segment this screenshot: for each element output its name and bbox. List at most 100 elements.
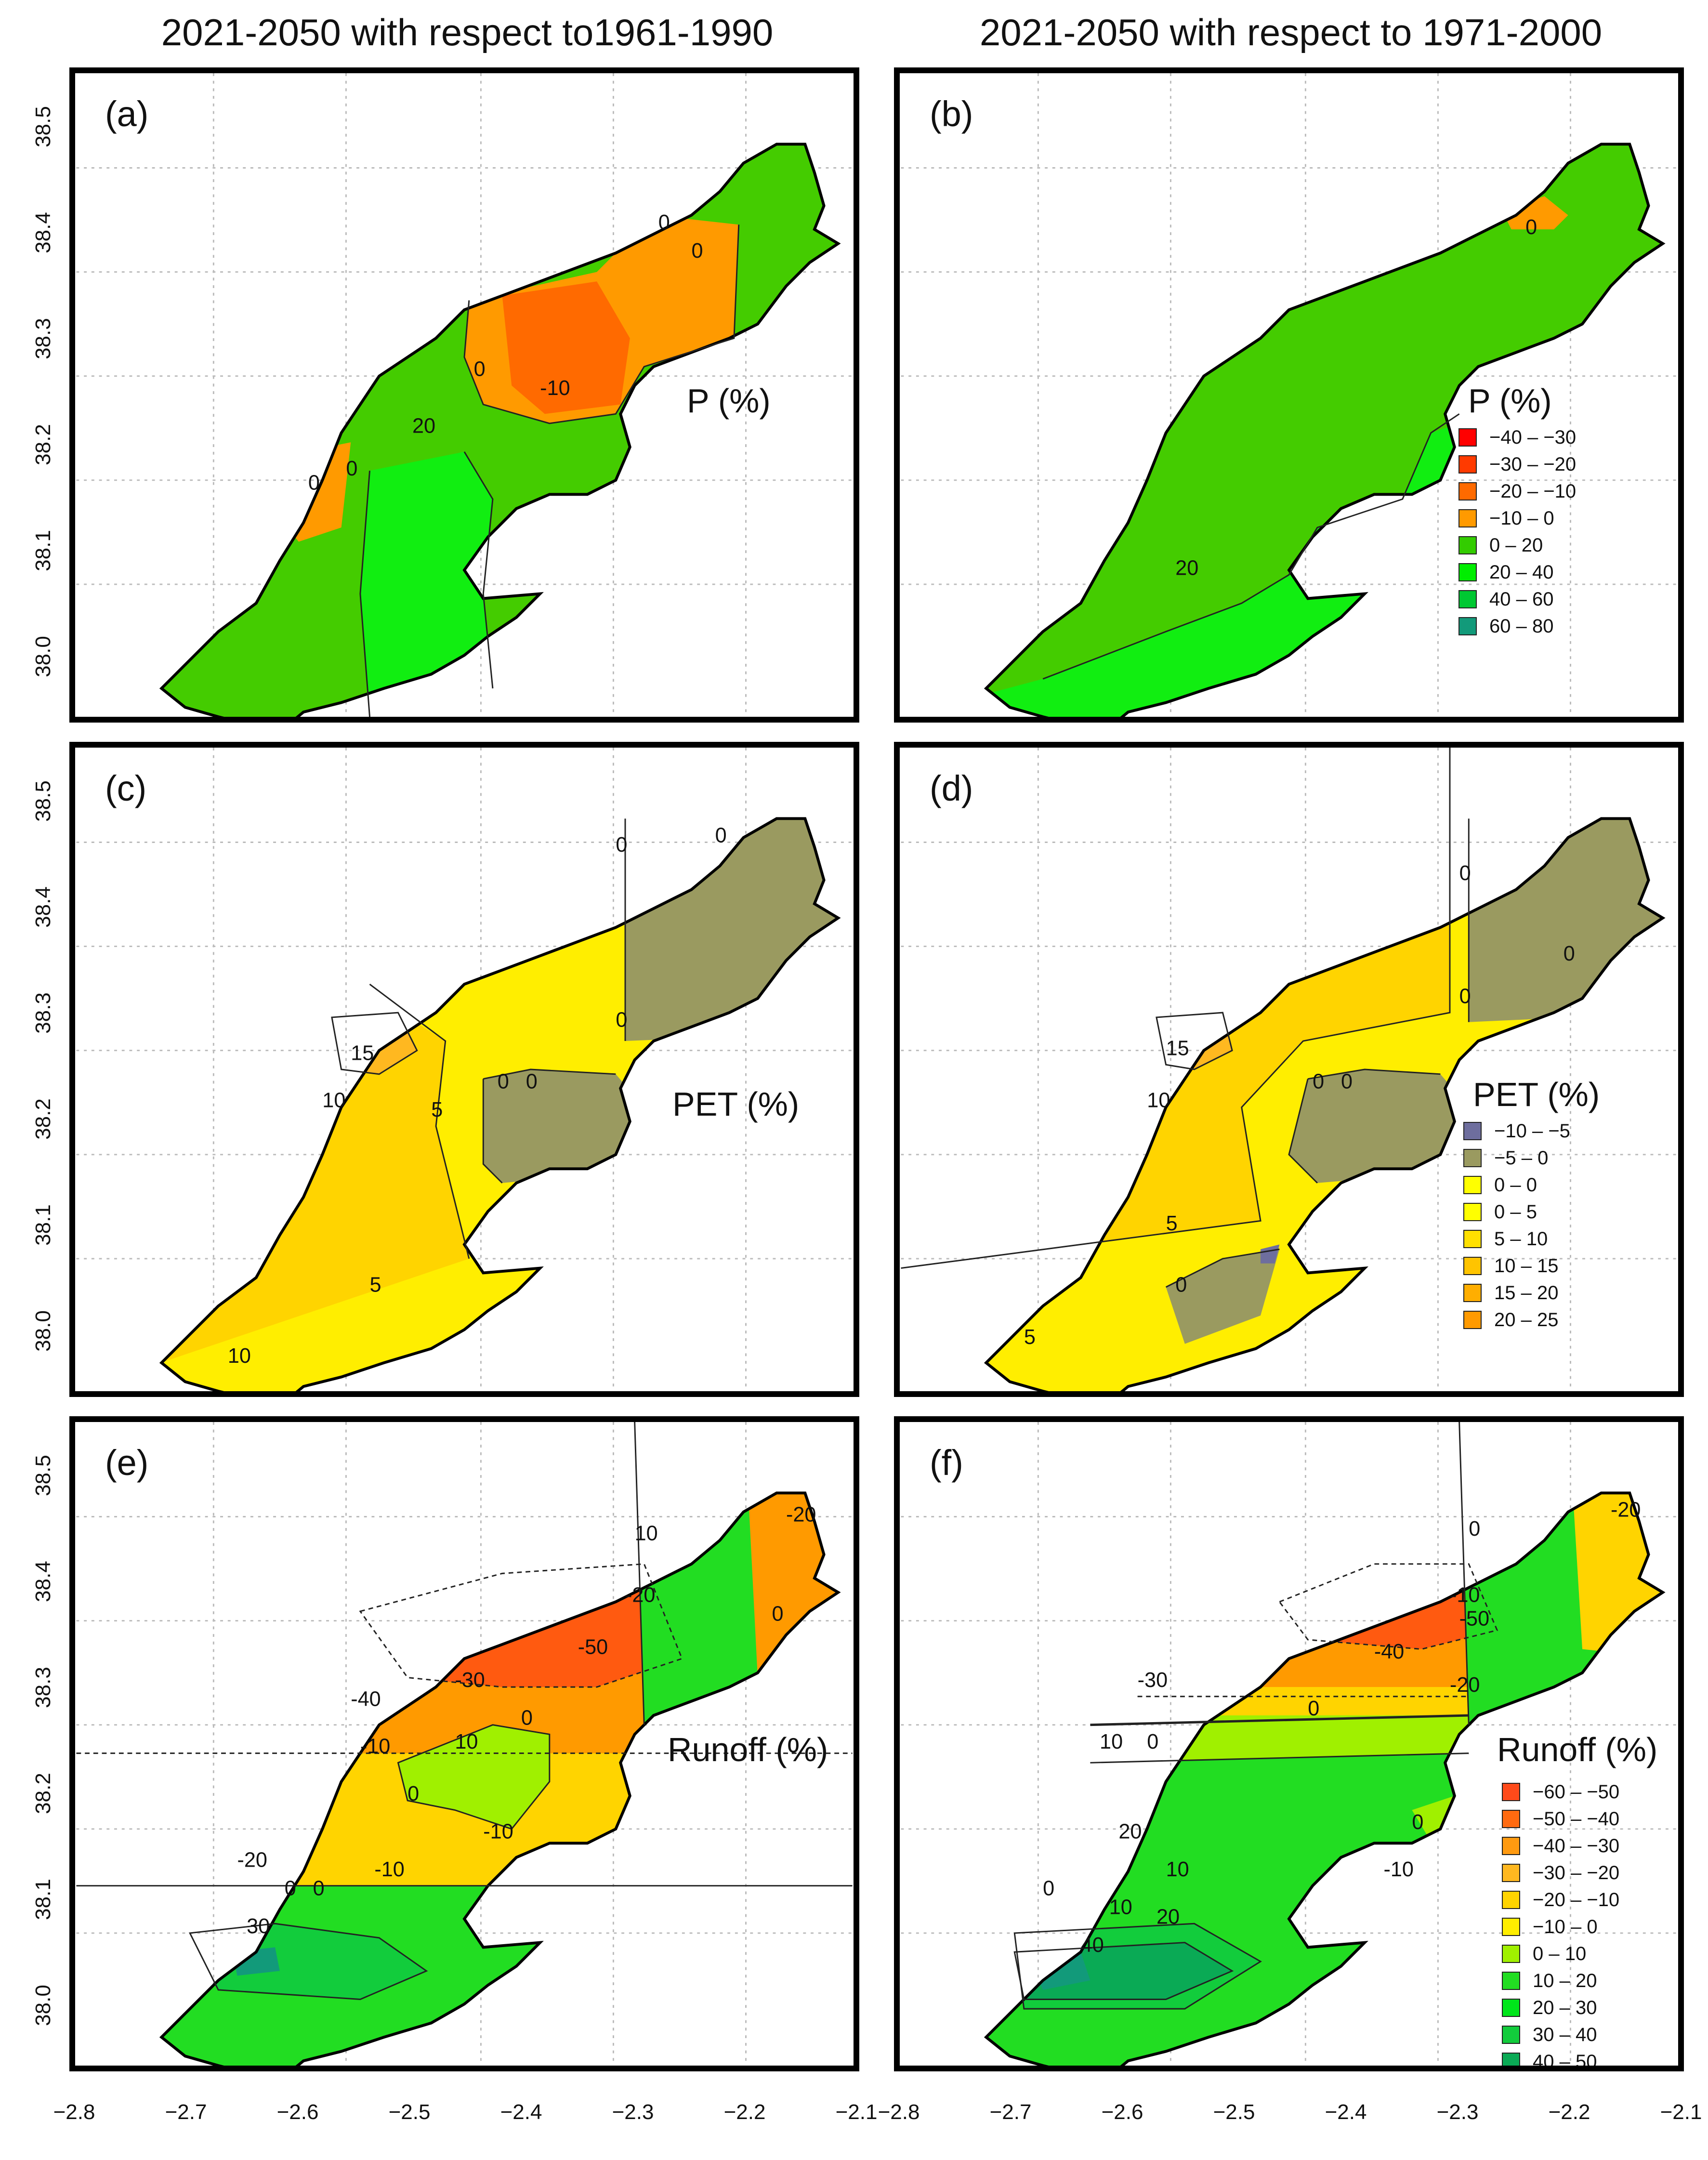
contour-label: -10 (1450, 1583, 1480, 1607)
y-tick-label: 38.2 (31, 424, 55, 465)
legend-swatch (1502, 1837, 1520, 1855)
legend-swatch (1502, 1783, 1520, 1801)
legend-label: −20 – −10 (1533, 1889, 1620, 1910)
x-tick-label: −2.6 (276, 2100, 319, 2124)
legend-swatch (1463, 1122, 1482, 1140)
contour-label: 0 (658, 211, 670, 234)
legend-label: 40 – 50 (1533, 2051, 1597, 2071)
x-tick-label: −2.4 (1325, 2100, 1367, 2124)
contour-label: 10 (1147, 1089, 1170, 1112)
contour-label: -50 (578, 1635, 608, 1659)
y-tick-label: 38.4 (31, 212, 55, 253)
legend-swatch (1463, 1203, 1482, 1221)
contour-label: -20 (237, 1848, 267, 1871)
legend-label: 0 – 10 (1533, 1943, 1587, 1964)
legend-row: 0 – 20 (1458, 532, 1576, 559)
contour-label: 10 (455, 1730, 478, 1753)
legend-swatch (1458, 617, 1477, 635)
legend-row: 20 – 40 (1458, 559, 1576, 586)
x-tick-label: −2.5 (1213, 2100, 1255, 2124)
legend-swatch (1458, 482, 1477, 500)
legend-swatch (1502, 1864, 1520, 1882)
x-tick-label: −2.7 (989, 2100, 1032, 2124)
contour-label: 20 (1156, 1905, 1180, 1928)
contour-label: 0 (521, 1707, 533, 1730)
contour-label: 0 (1412, 1811, 1423, 1834)
x-tick-label: −2.3 (612, 2100, 654, 2124)
legend-runoff: −60 – −50 −50 – −40 −40 – −30 −30 – −20 −20 … (1502, 1778, 1619, 2071)
legend-items: −10 – −5 −5 – 0 0 – 0 0 – 5 5 – 10 10 – 15 15 … (1463, 1118, 1600, 1333)
contour-label: 10 (228, 1344, 251, 1368)
legend-label: 20 – 30 (1533, 1997, 1597, 2018)
contour-label: 0 (1147, 1730, 1158, 1753)
legend-label: 10 – 20 (1533, 1970, 1597, 1991)
y-tick-label: 38.3 (31, 318, 55, 359)
legend-label: 0 – 20 (1489, 535, 1543, 556)
x-tick-label: −2.2 (723, 2100, 766, 2124)
legend-row: −10 – 0 (1458, 505, 1576, 532)
contour-label: 0 (498, 1070, 509, 1093)
legend-swatch (1502, 1810, 1520, 1828)
contour-label: 0 (772, 1603, 784, 1626)
panel-letter: (d) (930, 768, 973, 808)
y-tick-label: 38.4 (31, 1561, 55, 1602)
contour-label: 10 (1109, 1896, 1132, 1919)
contour-label: 0 (308, 471, 320, 494)
panel-d-pet-1971-2000: 15 10 0 0 5 0 5 0 0 0 (d) PET (%) −10 – … (894, 742, 1684, 1397)
legend-swatch (1463, 1284, 1482, 1302)
legend-label: −10 – −5 (1494, 1120, 1570, 1142)
map-f: -50 -40 -30 -20 0 10 0 20 10 0 -10 10 20… (901, 1422, 1677, 2066)
x-tick-label: −2.2 (1548, 2100, 1590, 2124)
legend-row: −30 – −20 (1458, 451, 1576, 478)
legend-row: −20 – −10 (1502, 1886, 1619, 1913)
legend-label: −40 – −30 (1489, 427, 1577, 448)
contour-label: 30 (247, 1915, 270, 1938)
legend-label: −5 – 0 (1494, 1147, 1549, 1169)
y-tick-label: 38.1 (31, 1879, 55, 1920)
legend-swatch (1463, 1149, 1482, 1167)
contour-label: -10 (1383, 1858, 1413, 1881)
contour-label: -20 (1611, 1498, 1641, 1521)
contour-label: 0 (1469, 1517, 1480, 1541)
legend-swatch (1458, 590, 1477, 608)
legend-items: −40 – −30 −30 – −20 −20 – −10 −10 – 0 0 – 20… (1458, 424, 1576, 640)
contour-label: 0 (1525, 216, 1537, 239)
legend-label: 30 – 40 (1533, 2024, 1597, 2045)
map-d: 15 10 0 0 5 0 5 0 0 0 (901, 748, 1677, 1391)
legend-row: 10 – 15 (1463, 1252, 1600, 1279)
legend-label: 15 – 20 (1494, 1282, 1559, 1304)
contour-label: -10 (360, 1735, 390, 1758)
contour-label: 0 (1563, 942, 1575, 965)
contour-label: 5 (370, 1274, 381, 1297)
legend-swatch (1458, 428, 1477, 447)
legend-swatch (1463, 1257, 1482, 1275)
legend-row: 0 – 5 (1463, 1199, 1600, 1225)
legend-swatch (1502, 1945, 1520, 1963)
map-a: 0 0 0 0 20 -10 0 (76, 73, 853, 717)
contour-label: 0 (474, 358, 486, 381)
contour-label: 0 (313, 1877, 325, 1900)
legend-swatch (1502, 1972, 1520, 1990)
contour-label: -20 (1450, 1673, 1480, 1697)
variable-label: Runoff (%) (668, 1731, 828, 1768)
legend-label: 10 – 15 (1494, 1255, 1559, 1277)
contour-label: 0 (616, 1009, 627, 1032)
legend-swatch (1502, 1918, 1520, 1936)
legend-label: 20 – 25 (1494, 1309, 1559, 1330)
y-tick-label: 38.2 (31, 1773, 55, 1814)
legend-swatch (1502, 1891, 1520, 1909)
x-tick-label: −2.8 (878, 2100, 920, 2124)
legend-row: 60 – 80 (1458, 613, 1576, 640)
legend-swatch (1463, 1230, 1482, 1248)
contour-label: 0 (1459, 985, 1471, 1008)
contour-label: 0 (715, 824, 727, 847)
variable-label: Runoff (%) (1497, 1731, 1658, 1768)
legend-row: 0 – 10 (1502, 1940, 1619, 1967)
contour-label: -40 (1374, 1640, 1404, 1663)
map-b: 0 20 (901, 73, 1677, 717)
contour-label: 15 (351, 1041, 374, 1065)
panel-b-precip-1971-2000: 0 20 (b) P (%) −40 – −30 −30 – −20 −20 – −… (894, 67, 1684, 723)
contour-label: -40 (351, 1687, 381, 1711)
legend-label: −30 – −20 (1489, 454, 1577, 475)
legend-row: 5 – 10 (1463, 1225, 1600, 1252)
